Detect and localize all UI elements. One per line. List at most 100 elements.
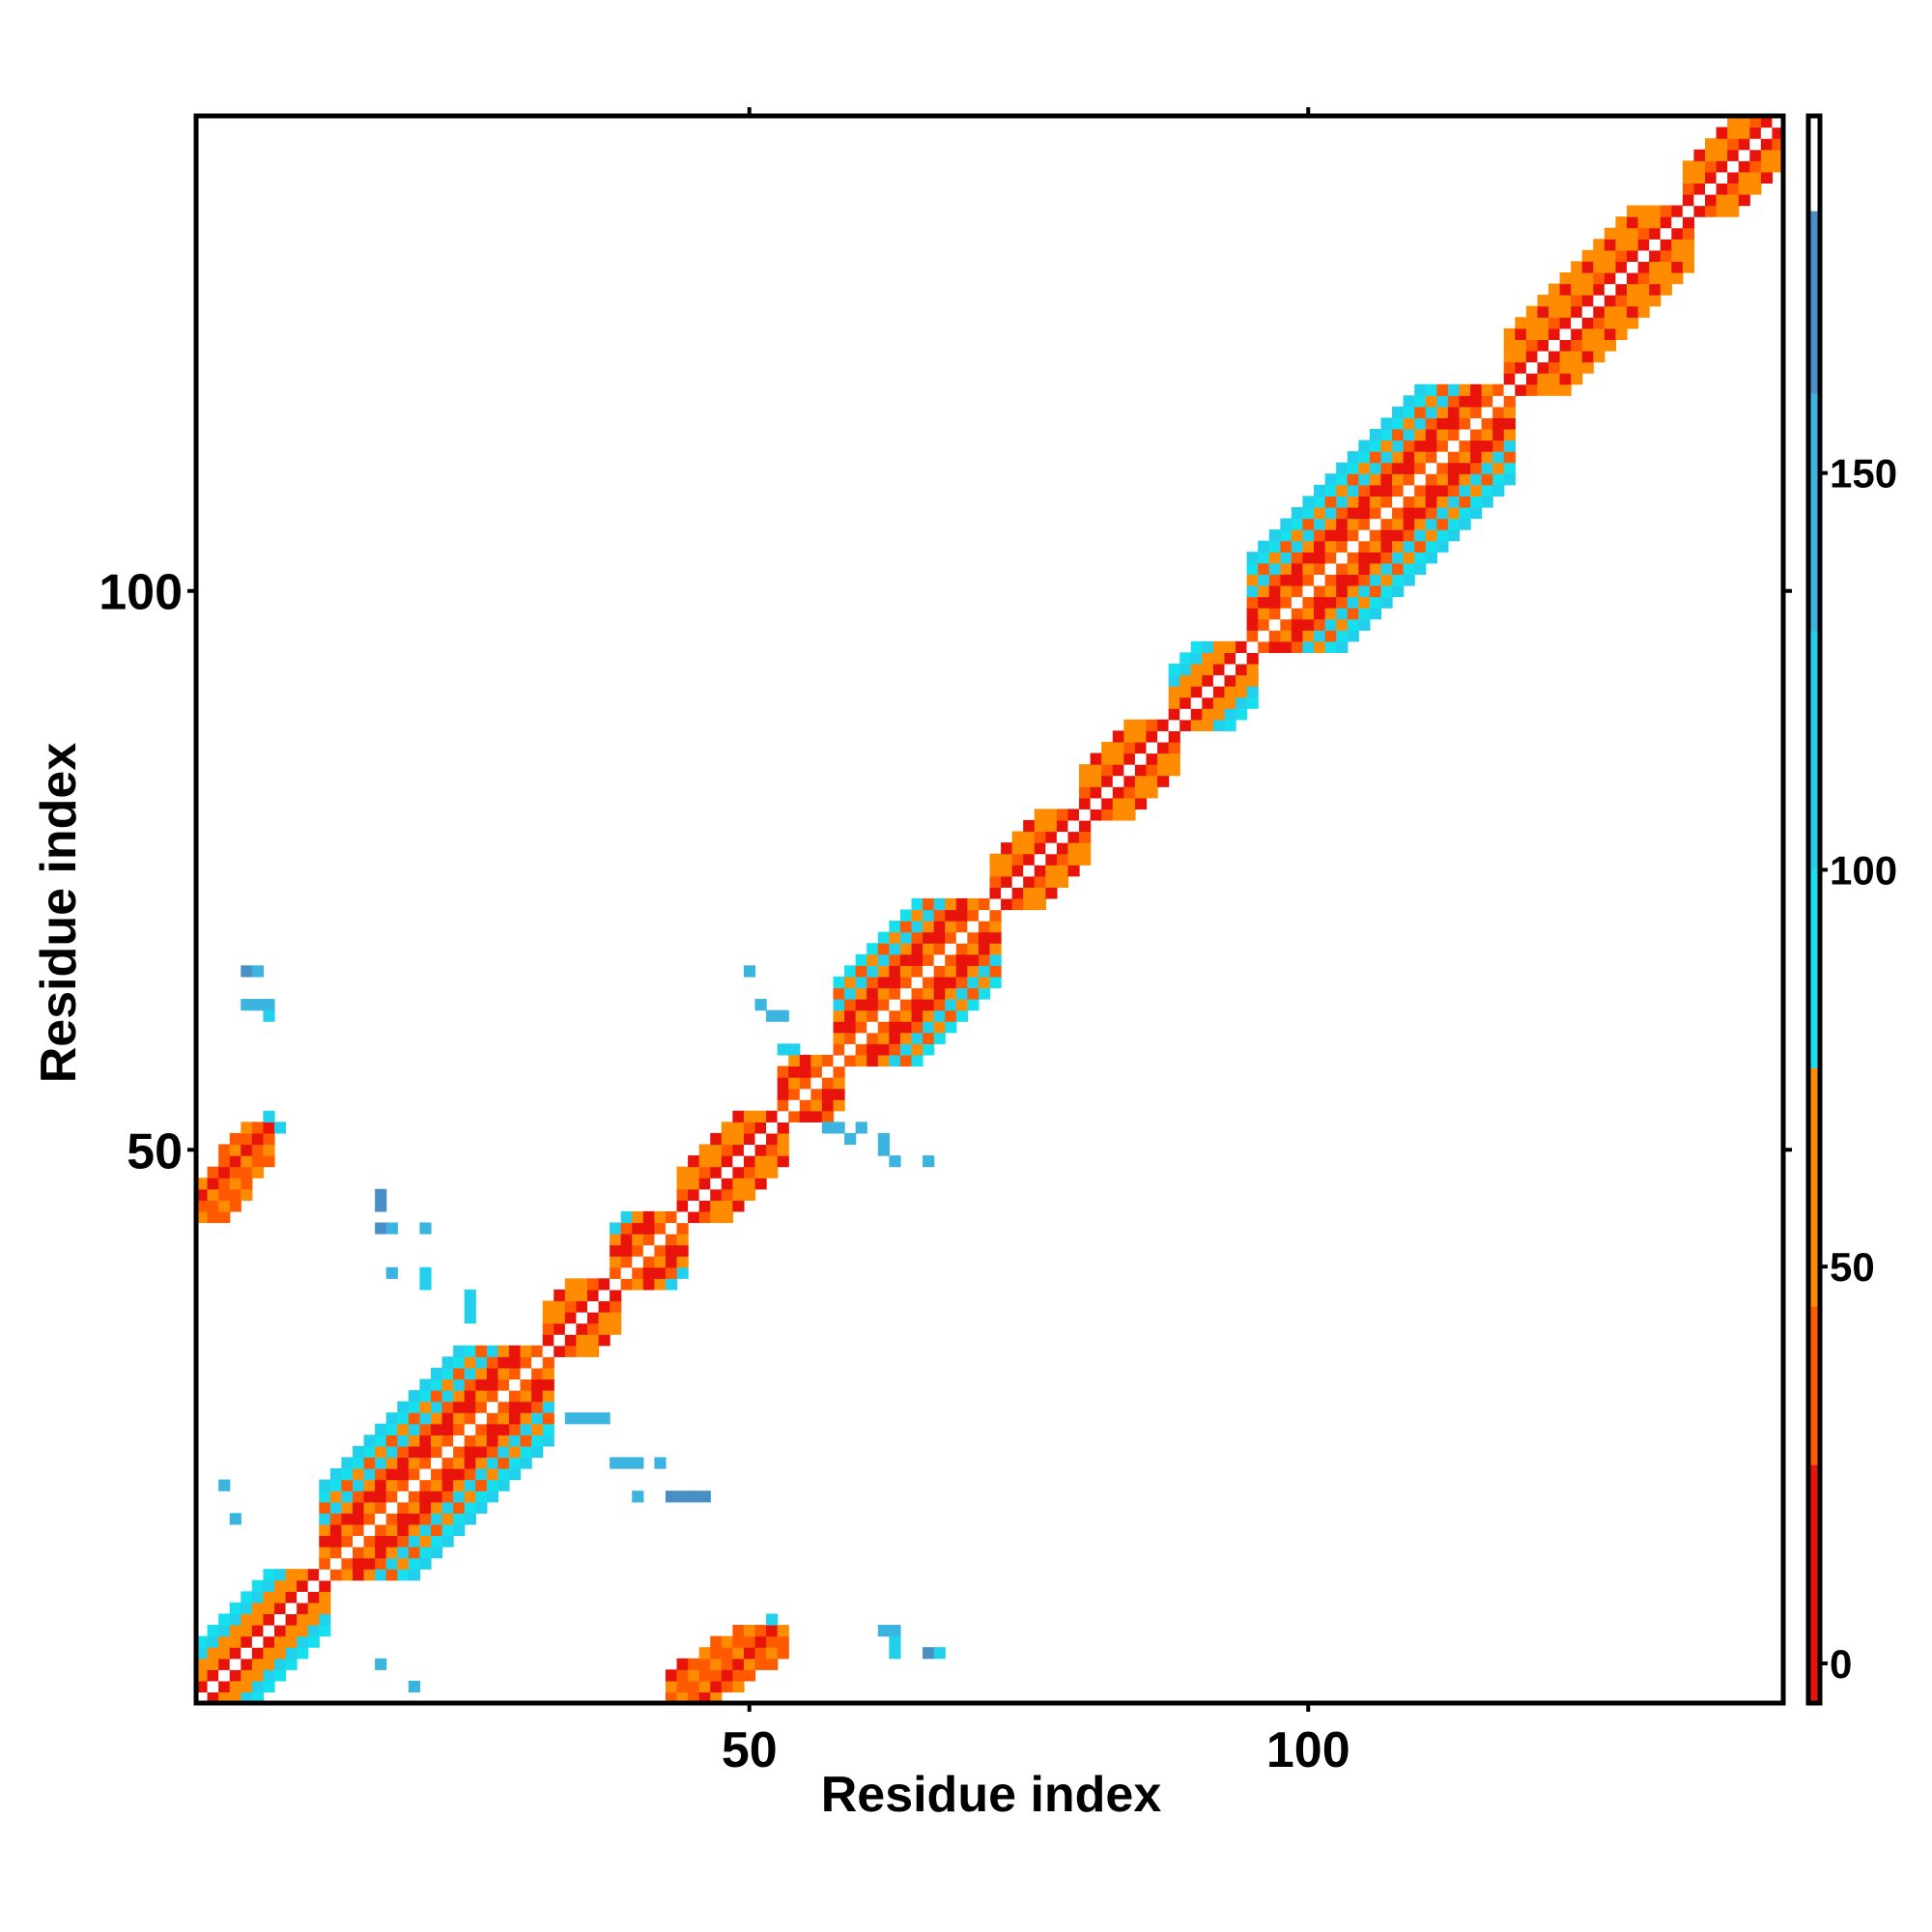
heatmap-cell — [319, 1591, 331, 1604]
heatmap-cell — [1414, 529, 1427, 542]
heatmap-cell — [1503, 361, 1516, 374]
heatmap-cell — [497, 1435, 510, 1447]
heatmap-cell — [1157, 753, 1170, 765]
heatmap-cell — [676, 1244, 689, 1257]
heatmap-cell — [375, 1523, 387, 1537]
heatmap-cell — [1358, 440, 1371, 452]
heatmap-cell — [1358, 552, 1371, 564]
heatmap-cell — [586, 1412, 600, 1425]
heatmap-cell — [1291, 552, 1304, 564]
heatmap-cell — [889, 1032, 901, 1044]
heatmap-cell — [453, 1401, 466, 1413]
heatmap-cell — [229, 1613, 242, 1626]
x-tick-label: 100 — [1266, 1722, 1350, 1778]
heatmap-cell — [967, 987, 980, 1000]
heatmap-cell — [1581, 249, 1594, 263]
heatmap-cell — [1291, 630, 1304, 642]
heatmap-cell — [610, 1322, 622, 1335]
heatmap-cell — [1615, 283, 1628, 296]
heatmap-cell — [341, 1569, 354, 1581]
heatmap-cell — [1492, 440, 1505, 452]
heatmap-cell — [218, 1680, 231, 1693]
heatmap-cell — [945, 953, 957, 966]
heatmap-cell — [754, 1110, 767, 1122]
heatmap-cell — [955, 897, 968, 911]
heatmap-cell — [1705, 171, 1718, 185]
heatmap-cell — [430, 1523, 443, 1537]
heatmap-cell — [408, 1468, 421, 1481]
heatmap-cell — [1268, 596, 1281, 609]
heatmap-cell — [1392, 506, 1405, 520]
heatmap-cell — [263, 1144, 275, 1156]
heatmap-cell — [1034, 897, 1046, 911]
heatmap-cell — [241, 965, 253, 978]
colorbar-band — [1808, 211, 1820, 394]
heatmap-cell — [441, 1445, 454, 1459]
heatmap-cell — [1459, 417, 1471, 430]
heatmap-cell — [1571, 305, 1583, 318]
heatmap-cell — [419, 1523, 432, 1537]
heatmap-cell — [923, 1043, 935, 1056]
heatmap-cell — [464, 1457, 476, 1469]
heatmap-cell — [1190, 719, 1203, 731]
heatmap-cell — [1481, 395, 1493, 408]
heatmap-cell — [923, 953, 935, 966]
heatmap-cell — [385, 1479, 398, 1492]
heatmap-cell — [911, 999, 923, 1011]
heatmap-cell — [475, 1491, 488, 1503]
heatmap-cell — [520, 1401, 532, 1413]
heatmap-cell — [1525, 317, 1539, 329]
heatmap-cell — [385, 1501, 398, 1514]
heatmap-cell — [688, 1188, 700, 1201]
heatmap-cell — [1537, 350, 1549, 363]
heatmap-cell — [620, 1457, 633, 1469]
heatmap-cell — [497, 1479, 510, 1492]
heatmap-cell — [542, 1412, 554, 1425]
heatmap-cell — [1157, 775, 1170, 787]
heatmap-cell — [1123, 719, 1136, 731]
heatmap-cell — [554, 1322, 566, 1335]
heatmap-cell — [319, 1491, 331, 1503]
heatmap-cell — [341, 1468, 354, 1481]
heatmap-cell — [877, 1032, 890, 1044]
heatmap-cell — [1212, 663, 1226, 676]
heatmap-cell — [1459, 506, 1471, 520]
heatmap-cell — [721, 1166, 733, 1179]
heatmap-cell — [1537, 305, 1549, 318]
heatmap-cell — [430, 1491, 443, 1503]
heatmap-cell — [508, 1423, 522, 1435]
heatmap-cell — [453, 1513, 466, 1525]
heatmap-cell — [877, 976, 890, 989]
heatmap-cell — [1380, 484, 1393, 497]
heatmap-cell — [1481, 428, 1493, 441]
heatmap-cell — [732, 1658, 745, 1670]
heatmap-cell — [766, 1009, 779, 1022]
heatmap-cell — [1369, 562, 1382, 575]
heatmap-cell — [486, 1435, 498, 1447]
heatmap-cell — [676, 1669, 689, 1682]
heatmap-cell — [1090, 764, 1102, 777]
heatmap-cell — [430, 1412, 443, 1425]
heatmap-cell — [1593, 339, 1605, 352]
heatmap-cell — [520, 1423, 532, 1435]
heatmap-cell — [207, 1210, 219, 1224]
heatmap-cell — [1503, 350, 1516, 363]
heatmap-cell — [385, 1222, 398, 1235]
heatmap-cell — [945, 965, 957, 978]
heatmap-cell — [1571, 327, 1583, 341]
heatmap-cell — [1302, 552, 1315, 564]
heatmap-cell — [1023, 831, 1036, 843]
heatmap-cell — [1336, 630, 1349, 642]
heatmap-cell — [251, 1658, 265, 1670]
heatmap-cell — [989, 976, 1002, 989]
heatmap-cell — [1146, 719, 1158, 731]
heatmap-cell — [1604, 261, 1617, 273]
heatmap-cell — [1682, 205, 1695, 217]
heatmap-cell — [698, 1491, 711, 1503]
heatmap-cell — [1380, 596, 1393, 609]
heatmap-cell — [375, 1547, 387, 1559]
heatmap-cell — [1224, 719, 1236, 731]
heatmap-cell — [329, 1569, 343, 1581]
heatmap-cell — [1347, 518, 1359, 530]
heatmap-cell — [464, 1289, 476, 1302]
